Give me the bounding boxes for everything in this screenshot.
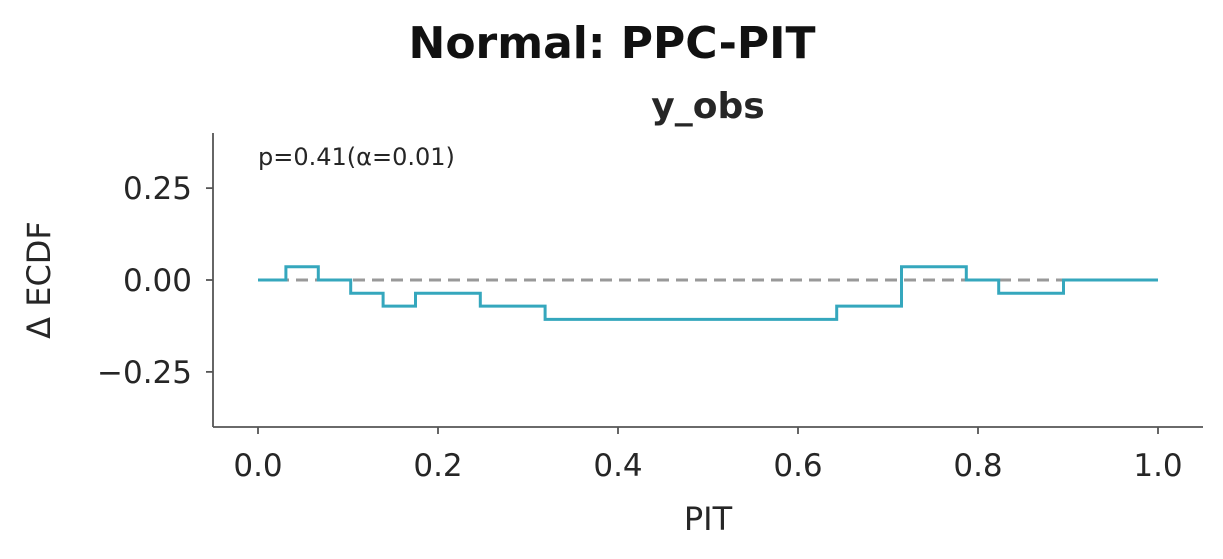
x-tick-label: 1.0 <box>1133 448 1182 484</box>
x-tick-label: 0.6 <box>773 448 822 484</box>
chart-title: Normal: PPC-PIT <box>409 18 816 69</box>
x-tick-label: 0.2 <box>413 448 462 484</box>
y-tick-label: −0.25 <box>97 355 192 391</box>
x-tick-label: 0.8 <box>953 448 1002 484</box>
y-axis-ticks: 0.25 0.00 −0.25 <box>97 171 213 391</box>
y-tick-label: 0.25 <box>123 171 192 207</box>
x-axis-ticks: 0.0 0.2 0.4 0.6 0.8 1.0 <box>233 427 1183 484</box>
x-axis-label: PIT <box>684 500 733 538</box>
plot-area <box>258 265 1158 321</box>
x-tick-label: 0.0 <box>233 448 282 484</box>
y-tick-label: 0.00 <box>123 263 192 299</box>
ecdf-step-series-0 <box>258 265 1158 321</box>
chart-subtitle: y_obs <box>651 86 764 127</box>
annotation-pvalue: p=0.41(α=0.01) <box>258 143 455 171</box>
y-axis-label: Δ ECDF <box>20 221 58 339</box>
x-tick-label: 0.4 <box>593 448 642 484</box>
